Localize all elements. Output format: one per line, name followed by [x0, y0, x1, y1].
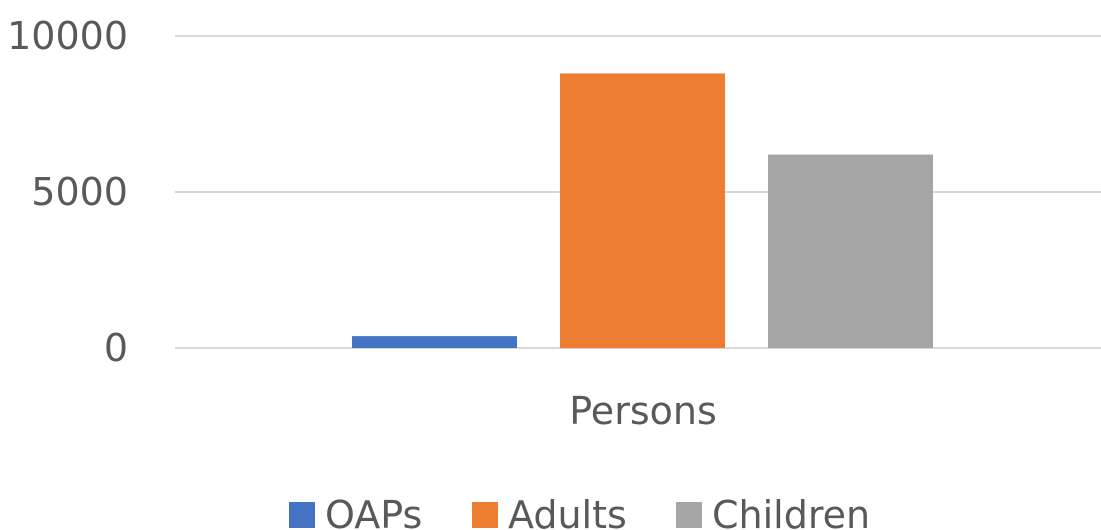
- legend: OAPs Adults Children: [289, 493, 870, 530]
- legend-label: Adults: [508, 493, 627, 530]
- bar-children: [768, 154, 933, 348]
- legend-swatch: [676, 502, 702, 528]
- y-tick-label: 0: [104, 326, 128, 370]
- bar-oaps: [352, 336, 517, 348]
- legend-label: Children: [712, 493, 870, 530]
- bar-adults: [560, 73, 725, 348]
- x-category-label: Persons: [569, 389, 717, 433]
- legend-item-oaps: OAPs: [289, 493, 422, 530]
- y-tick-label: 10000: [7, 14, 128, 58]
- y-axis-tick-labels: 0 5000 10000: [7, 14, 128, 370]
- x-axis-category-labels: Persons: [569, 389, 717, 433]
- legend-swatch: [289, 502, 315, 528]
- legend-item-children: Children: [676, 493, 870, 530]
- legend-item-adults: Adults: [472, 493, 627, 530]
- bars: [352, 73, 933, 348]
- legend-label: OAPs: [325, 493, 422, 530]
- legend-swatch: [472, 502, 498, 528]
- y-tick-label: 5000: [31, 170, 128, 214]
